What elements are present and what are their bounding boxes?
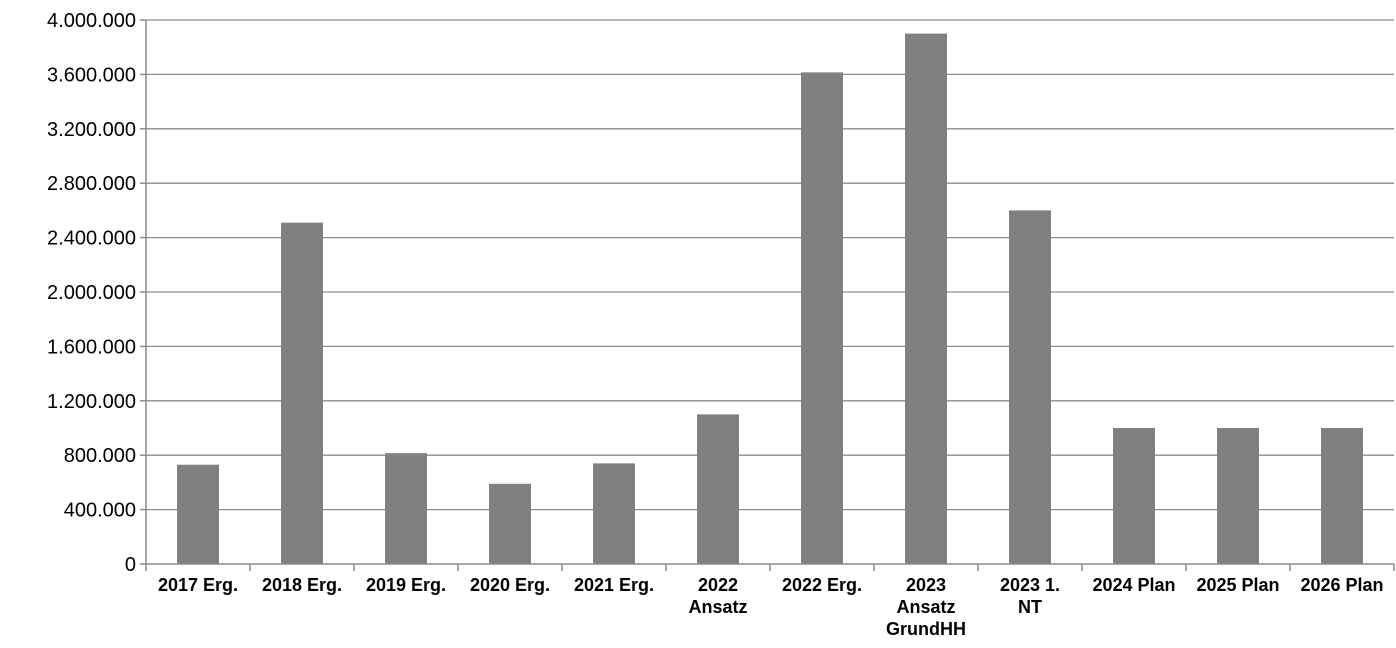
x-tick-label: 2026 Plan [1300, 575, 1383, 595]
bars [177, 33, 1363, 565]
y-tick-label: 400.000 [64, 500, 136, 522]
x-tick-label: 2023 Ansatz GrundHH [886, 575, 966, 639]
x-tick-label: 2018 Erg. [262, 575, 342, 595]
axes [140, 19, 1395, 571]
y-tick-label: 3.600.000 [47, 64, 136, 86]
x-tick-label-line: 2025 Plan [1196, 575, 1279, 595]
bar [905, 33, 947, 565]
x-tick-label-line: 2021 Erg. [574, 575, 654, 595]
y-tick-label: 1.600.000 [47, 336, 136, 358]
x-tick-label: 2025 Plan [1196, 575, 1279, 595]
bar [1321, 428, 1363, 564]
bar [801, 72, 843, 565]
x-tick-label: 2023 1. NT [1000, 575, 1060, 617]
x-tick-label-line: Ansatz [688, 597, 747, 617]
x-tick-labels: 2017 Erg. 2018 Erg. 2019 Erg. 2020 Erg. 2021… [158, 575, 1384, 639]
x-tick-label-line: 2022 [698, 575, 738, 595]
bar [1009, 210, 1051, 564]
y-tick-label: 2.800.000 [47, 173, 136, 195]
bar [177, 464, 219, 564]
x-tick-label-line: 2023 1. [1000, 575, 1060, 595]
x-tick-label-line: 2023 [906, 575, 946, 595]
y-tick-label: 4.000.000 [47, 10, 136, 32]
y-tick-labels: 0 400.000 800.000 1.200.000 1.600.000 2.000.0… [47, 10, 136, 576]
y-tick-label: 3.200.000 [47, 119, 136, 141]
x-tick-label: 2024 Plan [1092, 575, 1175, 595]
x-tick-label-line: 2020 Erg. [470, 575, 550, 595]
gridlines [146, 19, 1394, 511]
x-tick-label-line: 2026 Plan [1300, 575, 1383, 595]
bar [1217, 428, 1259, 564]
y-tick-label: 0 [125, 554, 136, 576]
x-tick-label: 2022 Erg. [782, 575, 862, 595]
y-tick-label: 2.000.000 [47, 282, 136, 304]
x-tick-label-line: 2022 Erg. [782, 575, 862, 595]
bar [385, 453, 427, 564]
x-tick-label-line: NT [1018, 597, 1042, 617]
x-tick-label-line: GrundHH [886, 619, 966, 639]
x-tick-label-line: Ansatz [896, 597, 955, 617]
y-tick-label: 800.000 [64, 445, 136, 467]
x-tick-label: 2019 Erg. [366, 575, 446, 595]
x-tick-label: 2020 Erg. [470, 575, 550, 595]
bar [281, 222, 323, 564]
y-tick-label: 1.200.000 [47, 391, 136, 413]
bar [697, 414, 739, 564]
bar [489, 483, 531, 564]
y-tick-label: 2.400.000 [47, 228, 136, 250]
x-tick-label: 2017 Erg. [158, 575, 238, 595]
x-tick-label: 2021 Erg. [574, 575, 654, 595]
x-tick-label: 2022 Ansatz [688, 575, 747, 617]
x-tick-label-line: 2018 Erg. [262, 575, 342, 595]
x-tick-label-line: 2019 Erg. [366, 575, 446, 595]
bar [593, 463, 635, 564]
bar [1113, 428, 1155, 564]
x-tick-label-line: 2017 Erg. [158, 575, 238, 595]
x-tick-label-line: 2024 Plan [1092, 575, 1175, 595]
